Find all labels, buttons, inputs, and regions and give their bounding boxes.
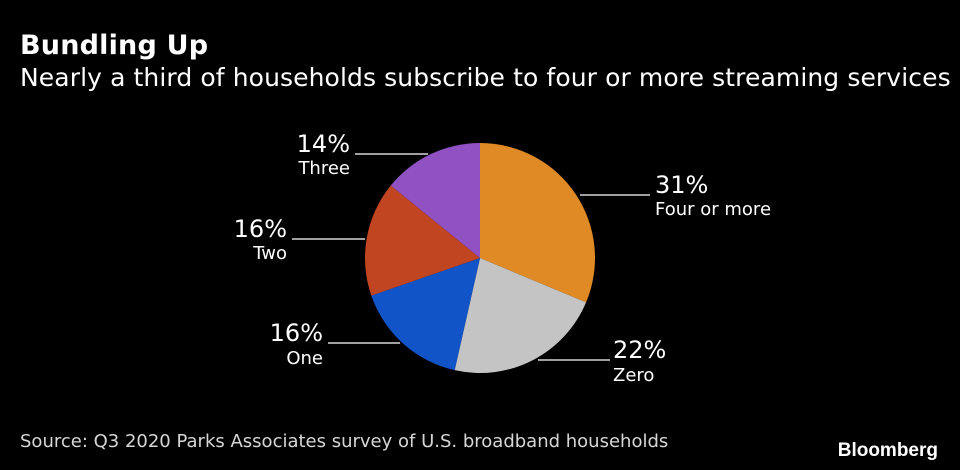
pie-slice-zero [454,258,587,374]
bloomberg-logo: Bloomberg [837,440,938,461]
pie-slice-four-or-more [480,143,595,303]
pie-slice-one [371,258,480,371]
value-label-two: 16% [234,215,287,243]
chart-title: Bundling Up [20,30,209,61]
category-label-one: One [286,348,323,369]
source-note: Source: Q3 2020 Parks Associates survey … [20,431,669,452]
pie-slice-two [365,185,480,296]
category-label-three: Three [297,158,350,179]
pie-slice-three [390,143,480,258]
category-label-two: Two [252,243,287,264]
category-label-four-or-more: Four or more [655,199,771,220]
value-label-three: 14% [297,130,350,158]
value-label-one: 16% [270,319,323,347]
category-label-zero: Zero [613,365,654,386]
value-label-zero: 22% [613,336,666,364]
value-label-four-or-more: 31% [655,171,708,199]
chart-subtitle: Nearly a third of households subscribe t… [20,63,951,92]
